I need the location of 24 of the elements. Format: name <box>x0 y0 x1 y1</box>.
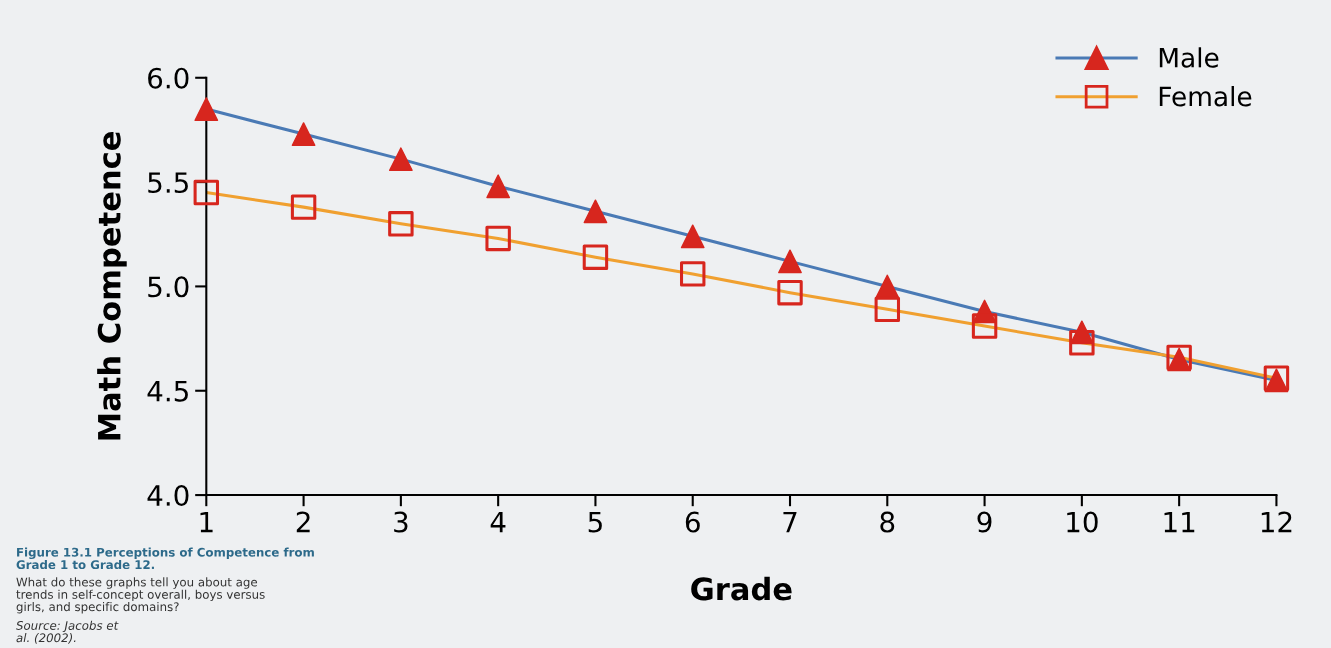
x-tick-label: 11 <box>1164 511 1195 533</box>
x-tick-label: 2 <box>296 511 310 533</box>
y-tick-label: 5.0 <box>148 276 189 298</box>
x-tick-label: 7 <box>783 511 797 533</box>
legend-label: Male <box>1159 47 1219 68</box>
y-tick-label: 4.0 <box>147 485 189 507</box>
y-tick-label: 5.5 <box>148 172 188 194</box>
legend-label: Female <box>1159 85 1252 107</box>
text: What do these graphs tell you about age trends in self-concept overall, boys versus girls, and specific domains? <box>16 577 265 614</box>
x-tick-label: 5 <box>588 511 602 533</box>
x-tick-label: 1 <box>200 511 213 533</box>
x-axis-title: Grade <box>691 576 792 601</box>
y-tick-label: 6.0 <box>148 67 189 89</box>
x-tick-label: 8 <box>880 511 895 533</box>
x-tick-label: 9 <box>977 511 992 533</box>
x-tick-label: 6 <box>685 511 700 533</box>
y-axis-title: Math Competence <box>97 132 127 440</box>
x-tick-label: 12 <box>1261 511 1292 533</box>
x-tick-label: 10 <box>1067 511 1098 533</box>
source-note: Source: Jacobs et al. (2002). <box>16 620 119 644</box>
y-tick-label: 4.5 <box>147 381 188 402</box>
x-tick-label: 3 <box>394 511 408 533</box>
caption: Figure 13.1 Perceptions of Competence from Grade 1 to Grade 12. <box>16 547 314 570</box>
x-tick-label: 4 <box>490 511 506 533</box>
